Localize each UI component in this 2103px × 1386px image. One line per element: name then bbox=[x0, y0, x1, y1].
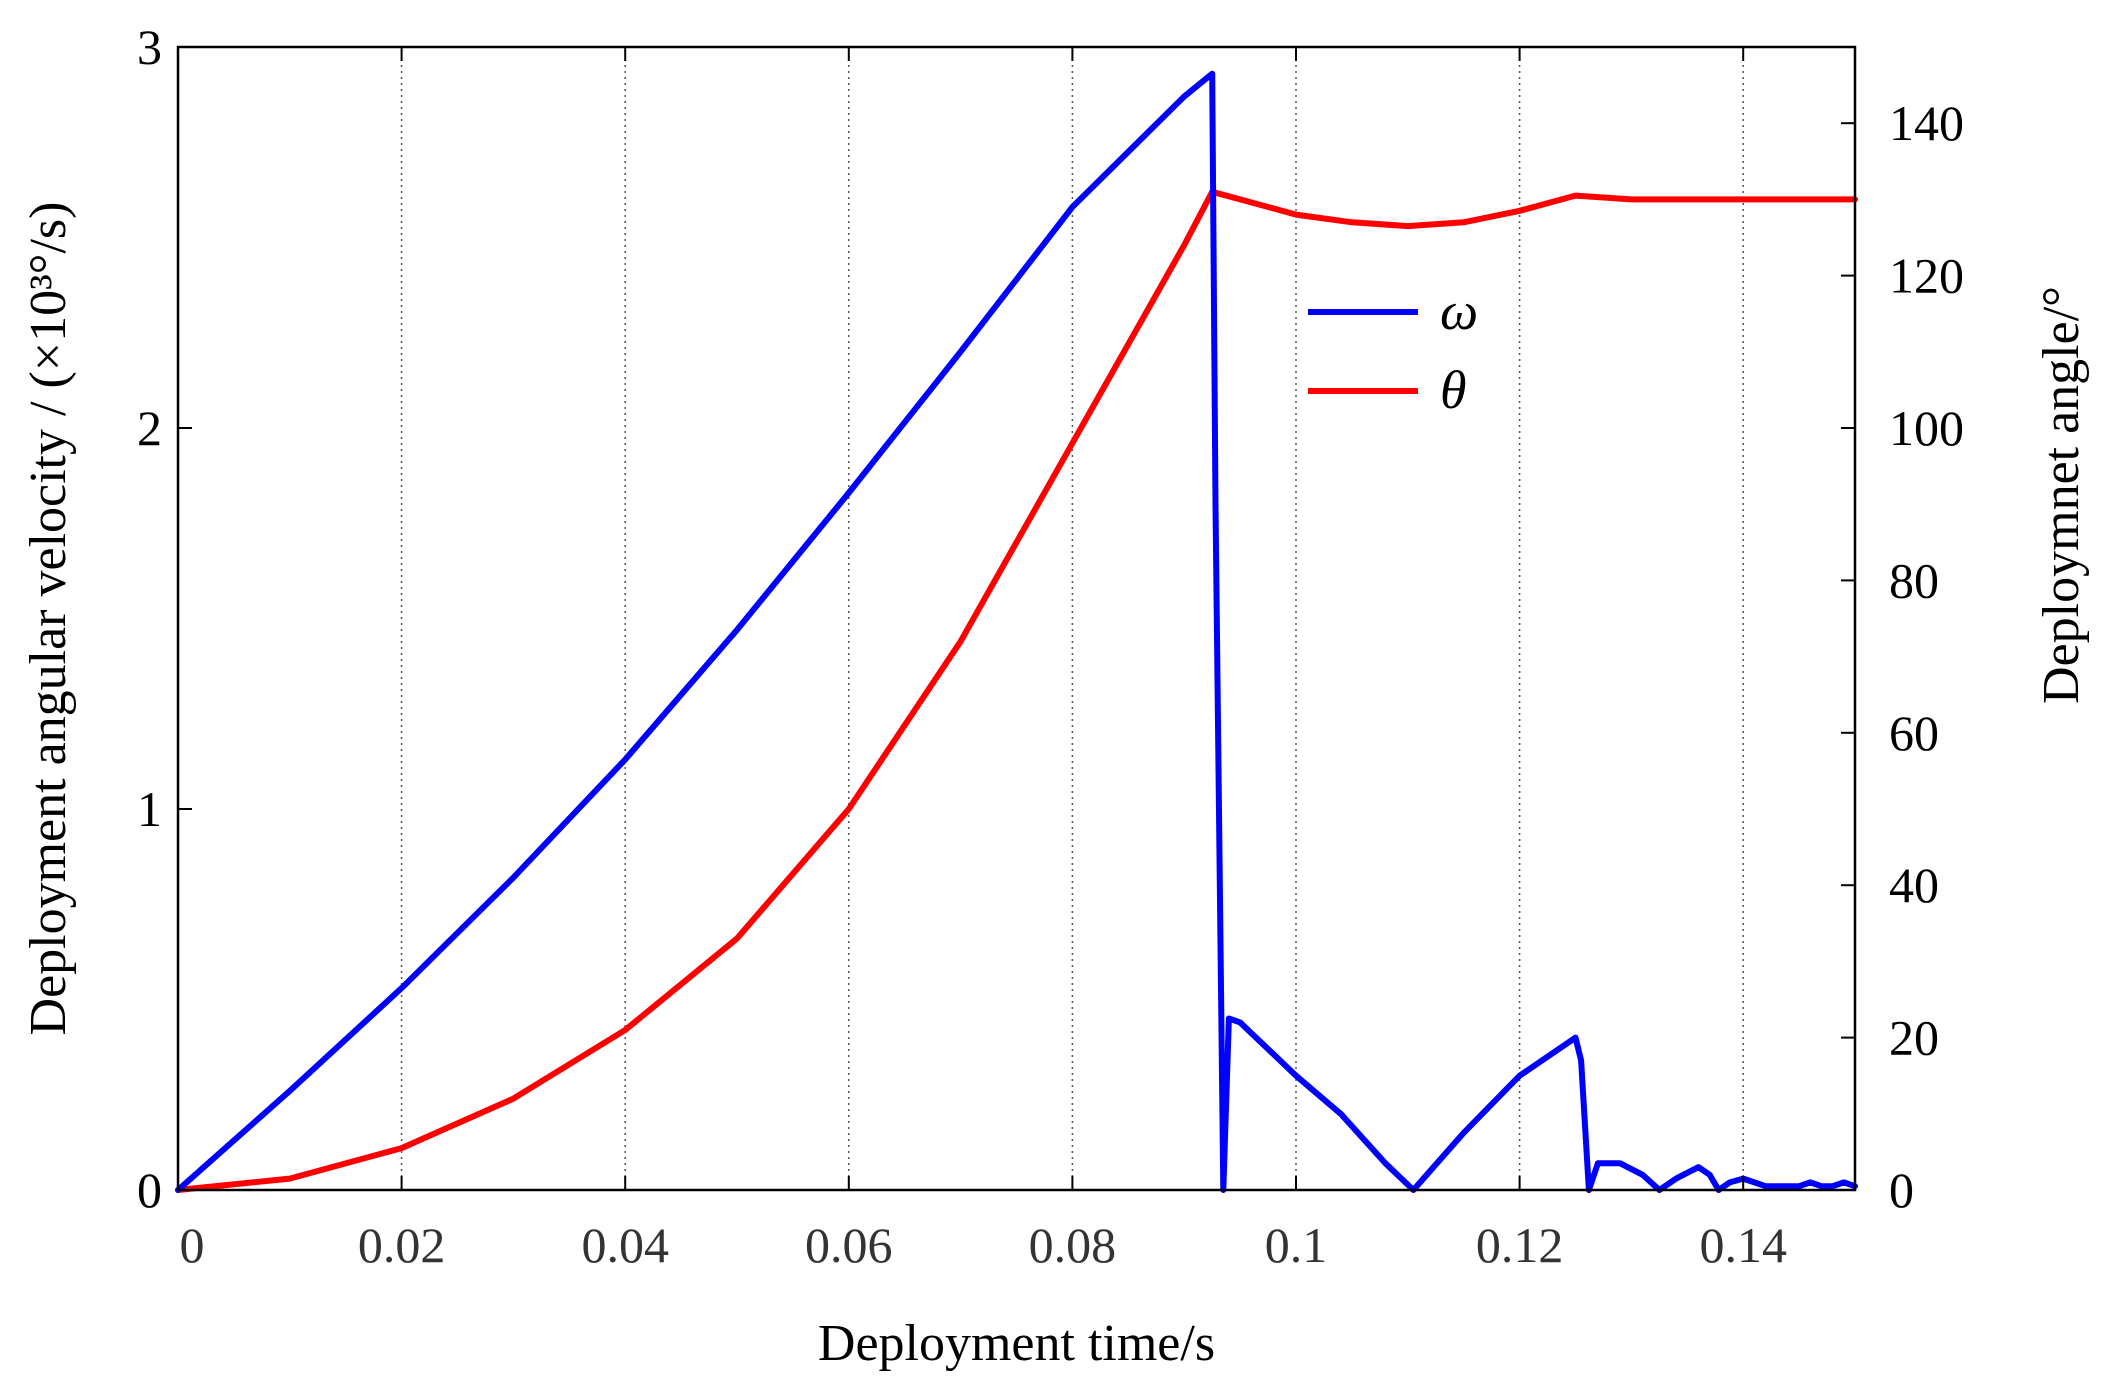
x-tick-label: 0.04 bbox=[581, 1217, 669, 1273]
x-tick-label: 0.1 bbox=[1265, 1217, 1328, 1273]
y-right-tick-label: 140 bbox=[1889, 95, 1964, 151]
x-tick-label: 0.08 bbox=[1029, 1217, 1117, 1273]
legend-label-theta: θ bbox=[1440, 360, 1467, 420]
y-left-tick-label: 2 bbox=[137, 400, 162, 456]
x-axis-label: Deployment time/s bbox=[818, 1315, 1215, 1372]
y-right-tick-label: 80 bbox=[1889, 552, 1939, 608]
y-right-tick-label: 120 bbox=[1889, 248, 1964, 304]
x-tick-label: 0.12 bbox=[1476, 1217, 1564, 1273]
y-left-tick-label: 0 bbox=[137, 1162, 162, 1218]
legend: ω θ bbox=[1308, 281, 1478, 420]
series-layer bbox=[175, 70, 1858, 1193]
grid bbox=[400, 47, 1744, 1190]
y-axis-label-left: Deployment angular velocity / (×10³°/s) bbox=[20, 202, 77, 1036]
x-tick-label: 0.02 bbox=[358, 1217, 446, 1273]
y-axis-label-right: Deploymnet angle/° bbox=[2033, 286, 2090, 704]
y-right-tick-label: 20 bbox=[1889, 1010, 1939, 1066]
y-right-tick-label: 60 bbox=[1889, 705, 1939, 761]
y-left-tick-label: 3 bbox=[137, 19, 162, 75]
y-right-tick-label: 0 bbox=[1889, 1162, 1914, 1218]
plot-frame bbox=[176, 45, 1857, 1192]
x-tick-label: 0.14 bbox=[1699, 1217, 1787, 1273]
ticks: 0 0.02 0.04 0.06 0.08 0.1 0.12 0.14 0 1 2 3 0 20 40 60 8… bbox=[137, 19, 1964, 1273]
y-right-tick-label: 40 bbox=[1889, 857, 1939, 913]
legend-label-omega: ω bbox=[1440, 281, 1478, 341]
x-tick-label: 0.06 bbox=[805, 1217, 893, 1273]
y-left-tick-label: 1 bbox=[137, 781, 162, 837]
series-line-omega bbox=[175, 70, 1858, 1193]
y-right-tick-label: 100 bbox=[1889, 400, 1964, 456]
x-tick-label: 0 bbox=[180, 1217, 205, 1273]
series-line-theta bbox=[175, 188, 1858, 1193]
